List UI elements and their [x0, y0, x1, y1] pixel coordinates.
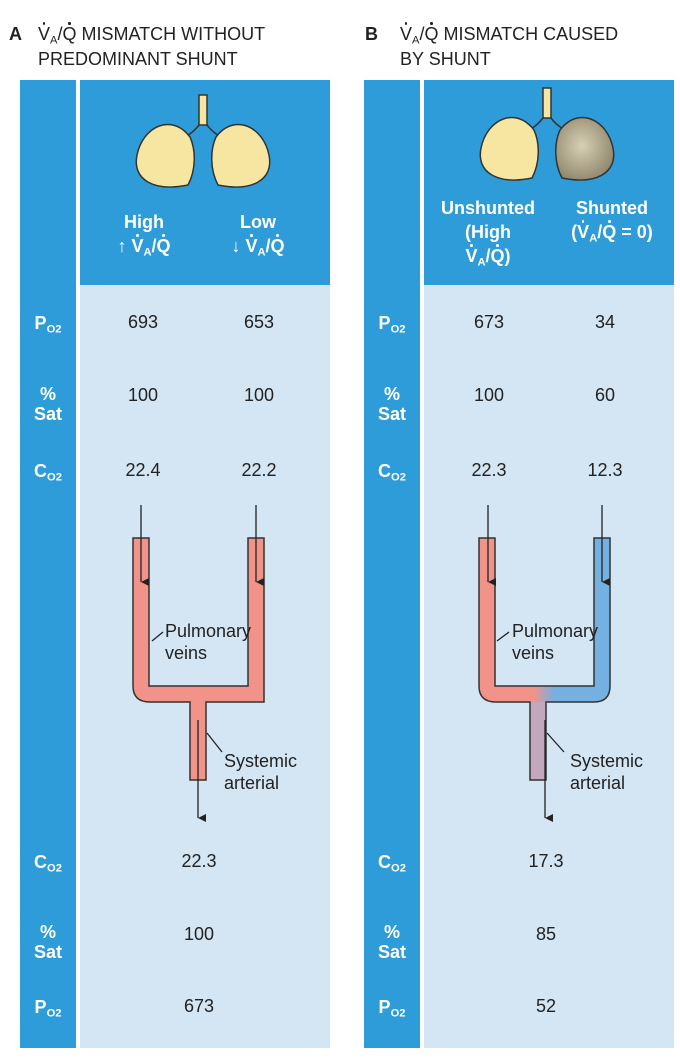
row-label-co2: CO2 — [378, 461, 406, 484]
row-label-po2-arterial: PO2 — [378, 997, 406, 1020]
value-sat-high: 100 — [127, 385, 159, 405]
panel-letter: B — [365, 24, 378, 44]
title-line-1: VA/Q MISMATCH CAUSED — [400, 22, 619, 47]
value-co2-low: 22.2 — [241, 460, 277, 480]
value-sat-low: 100 — [243, 385, 275, 405]
panel-a: A VA/Q MISMATCH WITHOUT PREDOMINANT SHUN… — [0, 0, 330, 1062]
value-sat-shunted: 60 — [594, 385, 616, 405]
row-label-sat-arterial: % Sat — [33, 922, 62, 962]
col-header-unshunted: Unshunted (High VA/Q) — [441, 198, 535, 269]
pulmonary-veins-label: Pulmonary veins — [512, 621, 599, 663]
row-label-sat: % Sat — [377, 384, 406, 424]
systemic-arterial-label: Systemic arterial — [570, 751, 644, 793]
panel-a-illustration — [132, 94, 271, 822]
label-sidebar — [20, 80, 76, 1048]
value-sat-arterial: 100 — [183, 924, 215, 944]
label-sidebar — [364, 80, 420, 1048]
row-label-sat: % Sat — [33, 384, 62, 424]
value-co2-arterial: 17.3 — [528, 851, 564, 871]
row-label-co2-arterial: CO2 — [34, 852, 62, 875]
title-line-2: BY SHUNT — [400, 49, 491, 69]
row-label-po2: PO2 — [34, 313, 62, 336]
lungs-icon — [479, 87, 615, 181]
row-label-po2: PO2 — [378, 313, 406, 336]
value-co2-high: 22.4 — [125, 460, 161, 480]
row-label-co2-arterial: CO2 — [378, 852, 406, 875]
value-po2-low: 653 — [243, 312, 275, 332]
title-line-2: PREDOMINANT SHUNT — [38, 49, 238, 69]
panel-letter: A — [9, 24, 22, 44]
value-po2-arterial: 52 — [535, 996, 557, 1016]
value-po2-high: 693 — [127, 312, 159, 332]
pulmonary-veins-label: Pulmonary veins — [165, 621, 252, 663]
value-po2-unshunted: 673 — [473, 312, 505, 332]
data-body — [424, 285, 674, 1048]
value-sat-unshunted: 100 — [473, 385, 505, 405]
panel-b: B VA/Q MISMATCH CAUSED BY SHUNT — [344, 0, 674, 1062]
col-header-high: High ↑ VA/Q — [117, 212, 171, 259]
row-label-co2: CO2 — [34, 461, 62, 484]
data-body — [80, 285, 330, 1048]
value-po2-arterial: 673 — [183, 996, 215, 1016]
value-sat-arterial: 85 — [535, 924, 557, 944]
value-po2-shunted: 34 — [594, 312, 616, 332]
row-label-po2-arterial: PO2 — [34, 997, 62, 1020]
title-line-1: VA/Q MISMATCH WITHOUT — [38, 22, 266, 47]
shunt-vessels — [478, 505, 611, 822]
systemic-arterial-label: Systemic arterial — [224, 751, 298, 793]
pulmonary-vessels — [132, 505, 265, 822]
lungs-icon — [135, 94, 271, 188]
col-header-low: Low ↓ VA/Q — [231, 212, 285, 259]
value-co2-arterial: 22.3 — [181, 851, 217, 871]
col-header-shunted: Shunted (VA/Q = 0) — [571, 198, 653, 245]
value-co2-unshunted: 22.3 — [471, 460, 507, 480]
value-co2-shunted: 12.3 — [587, 460, 623, 480]
row-label-sat-arterial: % Sat — [377, 922, 406, 962]
panel-b-illustration — [478, 87, 615, 822]
